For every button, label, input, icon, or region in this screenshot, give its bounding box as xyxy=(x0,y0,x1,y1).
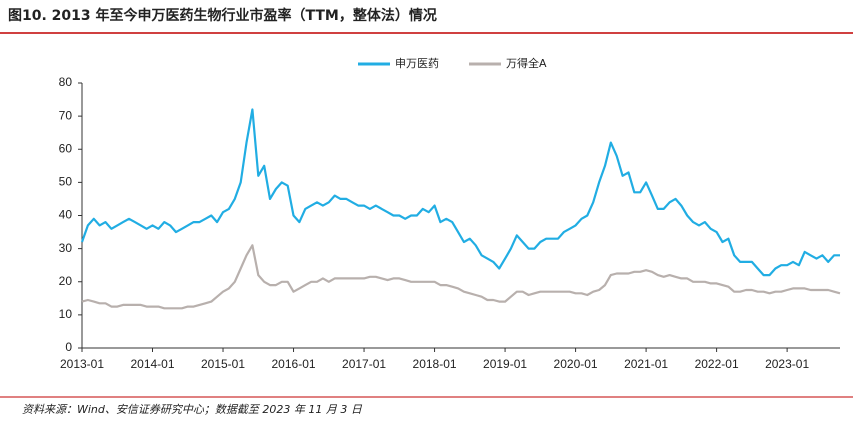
series-line xyxy=(80,108,840,277)
x-tick-label: 2017-01 xyxy=(342,357,386,371)
chart-title: 图10. 2013 年至今申万医药生物行业市盈率（TTM，整体法）情况 xyxy=(8,7,437,24)
legend-label: 万得全A xyxy=(506,56,547,70)
y-tick-label: 10 xyxy=(59,307,73,321)
series-line xyxy=(81,244,841,310)
x-tick-label: 2022-01 xyxy=(695,357,739,371)
y-tick-label: 50 xyxy=(59,175,73,189)
y-tick-label: 40 xyxy=(59,208,73,222)
source-note: 资料来源：Wind、安信证券研究中心；数据截至 2023 年 11 月 3 日 xyxy=(22,403,363,416)
y-tick-label: 60 xyxy=(59,141,73,155)
x-tick-label: 2021-01 xyxy=(624,357,668,371)
x-tick-label: 2013-01 xyxy=(60,357,104,371)
x-tick-label: 2019-01 xyxy=(483,357,527,371)
x-tick-label: 2014-01 xyxy=(130,357,174,371)
x-tick-label: 2023-01 xyxy=(765,357,809,371)
y-tick-label: 70 xyxy=(59,108,73,122)
y-tick-label: 0 xyxy=(65,340,72,354)
x-tick-label: 2015-01 xyxy=(201,357,245,371)
x-tick-label: 2016-01 xyxy=(272,357,316,371)
x-tick-label: 2018-01 xyxy=(413,357,457,371)
y-tick-label: 20 xyxy=(59,274,73,288)
y-tick-label: 80 xyxy=(59,75,73,89)
y-tick-label: 30 xyxy=(59,241,73,255)
legend-label: 申万医药 xyxy=(395,57,439,70)
x-tick-label: 2020-01 xyxy=(554,357,598,371)
